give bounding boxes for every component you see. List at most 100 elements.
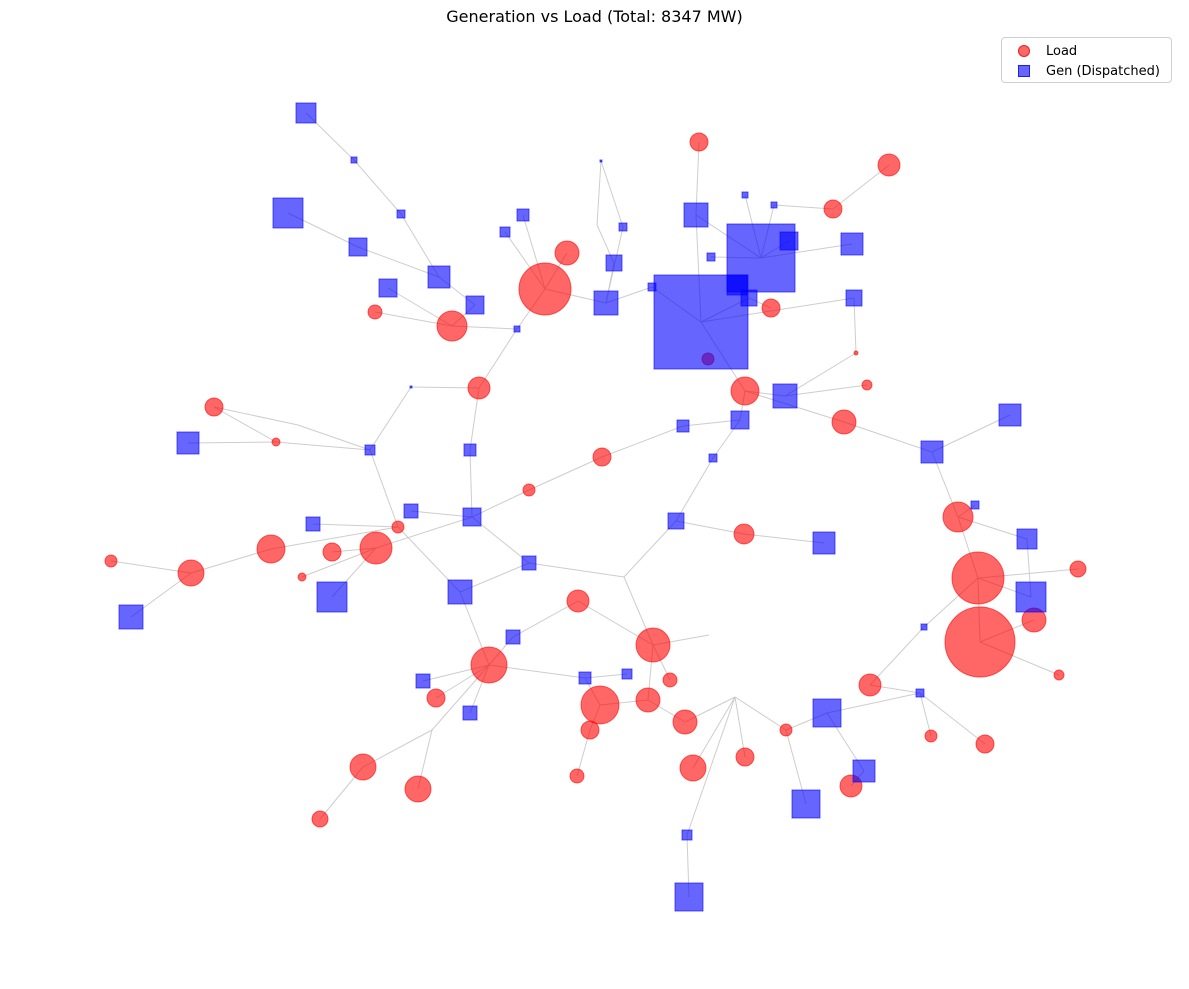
network-edge (843, 421, 933, 453)
network-edge (584, 673, 628, 679)
gen-node (779, 231, 799, 251)
legend-gen-label: Gen (Dispatched) (1046, 63, 1160, 79)
load-node (861, 379, 873, 391)
load-node (942, 501, 974, 533)
legend: Load Gen (Dispatched) (1001, 37, 1172, 83)
load-node (391, 520, 405, 534)
load-node (853, 350, 859, 356)
load-node (944, 606, 1016, 678)
gen-node (998, 403, 1022, 427)
load-node (256, 534, 286, 564)
gen-node (462, 705, 478, 721)
network-edge (512, 600, 579, 638)
load-node (1069, 560, 1087, 578)
load-node (635, 687, 661, 713)
load-node (730, 376, 760, 406)
gen-node (462, 507, 482, 527)
gen-node (621, 668, 633, 680)
load-node (518, 262, 572, 316)
load-node (554, 240, 580, 266)
load-node (177, 559, 205, 587)
load-node (204, 397, 224, 417)
network-edge (675, 457, 714, 522)
load-node (689, 132, 709, 152)
network-edge (596, 160, 602, 226)
legend-entry-load: Load (1012, 41, 1077, 61)
load-node (467, 376, 491, 400)
load-node (297, 572, 307, 582)
load-node (569, 768, 585, 784)
gen-node (741, 191, 749, 199)
load-node (735, 747, 755, 767)
gen-node (578, 671, 592, 685)
gen-node (465, 295, 485, 315)
gen-node (295, 102, 317, 124)
gen-node (920, 440, 944, 464)
network-edge (469, 449, 473, 518)
gen-node (730, 410, 750, 430)
gen-node (605, 254, 623, 272)
load-node (672, 709, 698, 735)
load-node (662, 672, 678, 688)
load-node (522, 483, 536, 497)
network-edge (528, 456, 603, 491)
load-node (975, 734, 995, 754)
network-edge (478, 328, 518, 389)
gen-node (513, 325, 521, 333)
gen-node (1015, 581, 1047, 613)
network-edge (692, 696, 736, 769)
gen-node (708, 453, 718, 463)
gen-node (726, 274, 748, 296)
network-edge (353, 159, 402, 215)
load-node (580, 685, 620, 725)
load-node (436, 310, 468, 342)
gen-node (403, 503, 419, 519)
gen-node (791, 789, 821, 819)
gen-node (499, 226, 511, 238)
gen-node (316, 581, 348, 613)
gen-node (599, 159, 603, 163)
load-node (761, 298, 781, 318)
load-node (580, 720, 600, 740)
network-edge (213, 406, 299, 426)
load-node (779, 723, 793, 737)
network-edge (357, 246, 440, 278)
network-edge (375, 516, 473, 549)
gen-node (840, 232, 864, 256)
network-edge (853, 297, 857, 354)
network-edge (919, 692, 932, 737)
network-edge (528, 562, 625, 578)
gen-node (706, 252, 716, 262)
gen-node (364, 444, 376, 456)
gen-marker-icon (1018, 65, 1030, 77)
load-node (470, 646, 508, 684)
network-edge (187, 441, 277, 444)
load-node (679, 754, 707, 782)
gen-node (348, 237, 368, 257)
load-node (271, 437, 281, 447)
load-node (566, 589, 590, 613)
load-node (1053, 669, 1065, 681)
load-node (877, 153, 901, 177)
load-node (426, 688, 446, 708)
network-edge (869, 626, 925, 686)
network-edge (601, 425, 684, 458)
network-edge (213, 406, 277, 443)
gen-node (272, 197, 304, 229)
load-node (635, 627, 671, 663)
network-edge (743, 533, 825, 544)
load-node (831, 409, 857, 435)
network-edge (312, 523, 399, 528)
gen-node (970, 500, 980, 510)
gen-node (396, 209, 406, 219)
load-node (733, 523, 755, 545)
network-edge (270, 526, 399, 550)
gen-node (676, 419, 690, 433)
load-node (367, 304, 383, 320)
network-edge (832, 164, 890, 210)
gen-node (378, 278, 398, 298)
network-edge (686, 696, 736, 836)
gen-node (516, 208, 530, 222)
network-edge (734, 696, 746, 758)
